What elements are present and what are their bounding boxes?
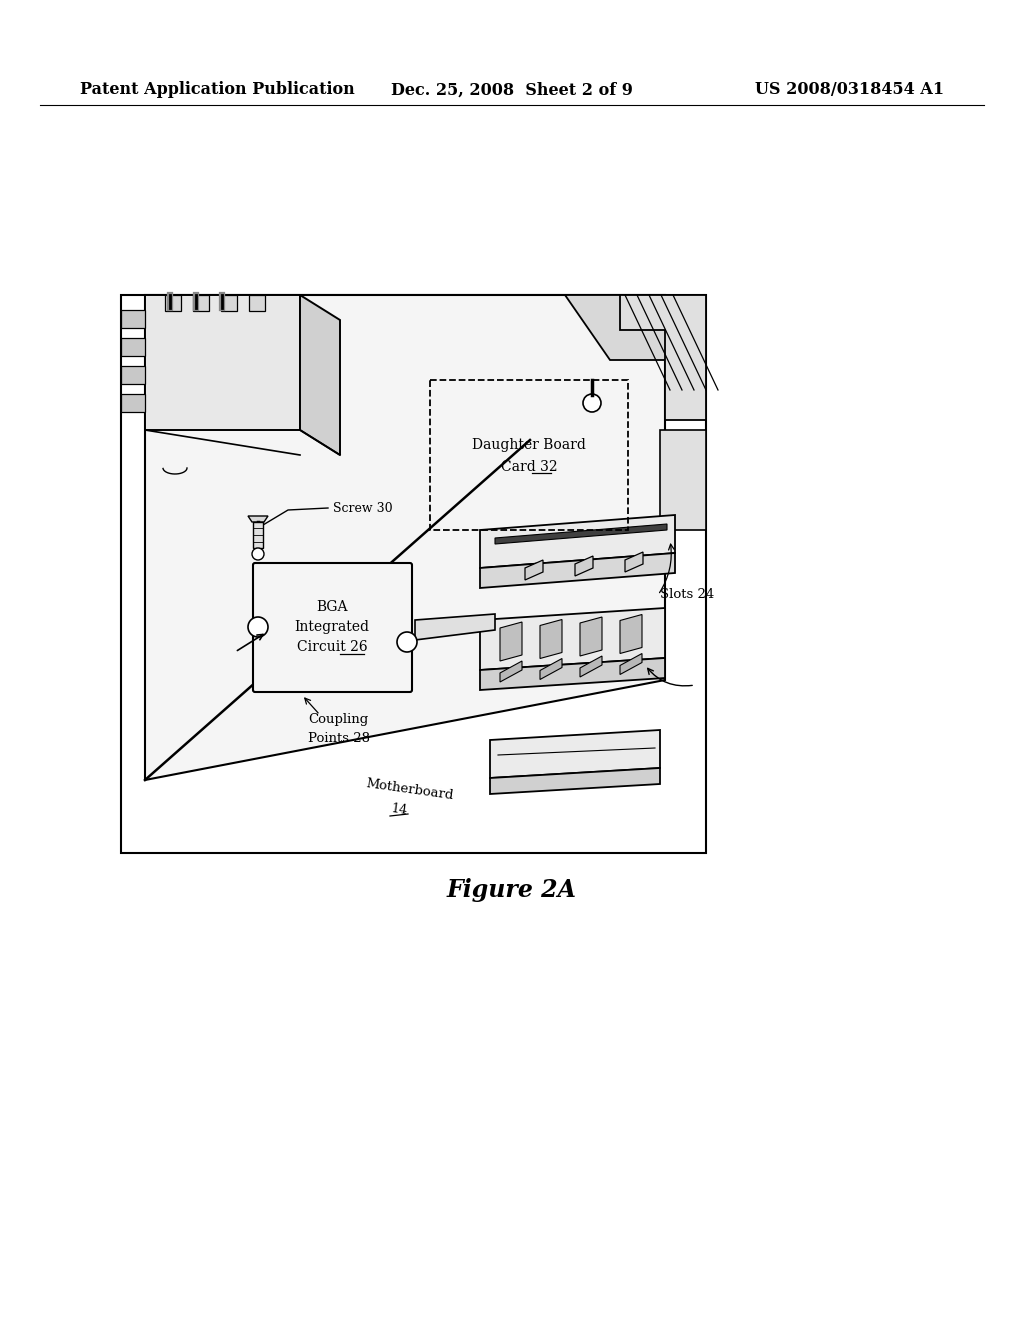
Polygon shape xyxy=(575,556,593,576)
Polygon shape xyxy=(221,294,237,312)
Polygon shape xyxy=(480,657,665,690)
Polygon shape xyxy=(480,553,675,587)
Text: Patent Application Publication: Patent Application Publication xyxy=(80,82,354,99)
Text: Daughter Board: Daughter Board xyxy=(472,438,586,451)
Circle shape xyxy=(583,393,601,412)
Text: Integrated: Integrated xyxy=(295,620,370,634)
Polygon shape xyxy=(620,294,706,420)
Polygon shape xyxy=(660,430,706,531)
Circle shape xyxy=(252,548,264,560)
Polygon shape xyxy=(121,310,145,327)
Polygon shape xyxy=(495,524,667,544)
Text: Figure 2A: Figure 2A xyxy=(447,878,577,902)
Polygon shape xyxy=(540,619,562,659)
Polygon shape xyxy=(480,515,675,568)
Polygon shape xyxy=(540,659,562,680)
Polygon shape xyxy=(620,615,642,653)
Bar xyxy=(121,294,706,853)
Polygon shape xyxy=(490,730,660,777)
Text: Points 28: Points 28 xyxy=(308,731,370,744)
Polygon shape xyxy=(145,294,665,780)
Text: Coupling: Coupling xyxy=(308,714,369,726)
Polygon shape xyxy=(121,393,145,412)
Circle shape xyxy=(248,616,268,638)
Polygon shape xyxy=(620,653,642,675)
Polygon shape xyxy=(121,366,145,384)
Polygon shape xyxy=(248,516,268,521)
Circle shape xyxy=(397,632,417,652)
Text: Screw 30: Screw 30 xyxy=(333,502,392,515)
Polygon shape xyxy=(193,294,209,312)
Text: Slots 24: Slots 24 xyxy=(660,589,715,602)
Text: Motherboard: Motherboard xyxy=(365,777,455,803)
Polygon shape xyxy=(300,294,340,455)
Polygon shape xyxy=(500,622,522,661)
Polygon shape xyxy=(253,521,263,548)
Polygon shape xyxy=(500,661,522,682)
Bar xyxy=(430,380,628,531)
FancyBboxPatch shape xyxy=(253,564,412,692)
Text: US 2008/0318454 A1: US 2008/0318454 A1 xyxy=(755,82,944,99)
Polygon shape xyxy=(525,560,543,579)
Polygon shape xyxy=(121,338,145,356)
Polygon shape xyxy=(580,616,602,656)
Text: Circuit 26: Circuit 26 xyxy=(297,640,368,653)
Polygon shape xyxy=(480,609,665,671)
Polygon shape xyxy=(415,614,495,640)
Polygon shape xyxy=(145,294,300,430)
Text: 14: 14 xyxy=(390,803,409,817)
Text: BGA: BGA xyxy=(316,601,348,614)
Text: Dec. 25, 2008  Sheet 2 of 9: Dec. 25, 2008 Sheet 2 of 9 xyxy=(391,82,633,99)
Polygon shape xyxy=(490,768,660,795)
Polygon shape xyxy=(249,294,265,312)
Text: Card 32: Card 32 xyxy=(501,459,557,474)
Polygon shape xyxy=(165,294,181,312)
Polygon shape xyxy=(565,294,706,360)
Polygon shape xyxy=(580,656,602,677)
Polygon shape xyxy=(625,552,643,572)
